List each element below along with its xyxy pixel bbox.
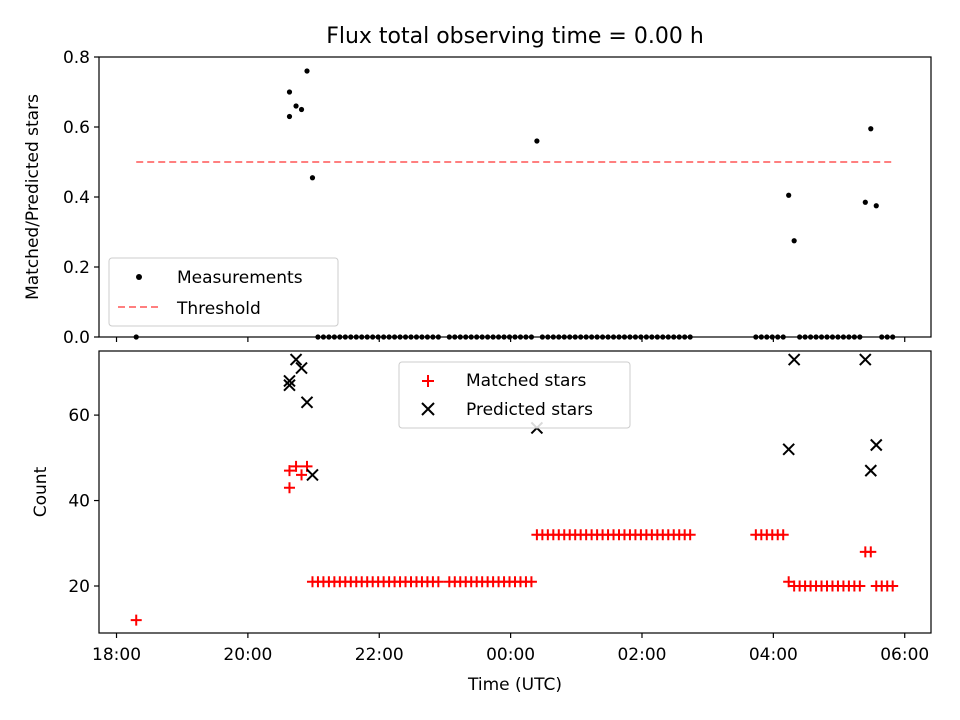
top-chart-title: Flux total observing time = 0.00 h bbox=[326, 24, 704, 49]
x-axis-label: Time (UTC) bbox=[467, 675, 562, 695]
bottom-x-tick-label: 06:00 bbox=[880, 645, 929, 665]
bottom-plot-marks bbox=[130, 353, 899, 626]
measurement-point bbox=[309, 175, 316, 181]
predicted-star-marker bbox=[787, 353, 801, 366]
top-y-axis-label: Matched/Predicted stars bbox=[23, 94, 43, 300]
bottom-y-tick-label: 20 bbox=[68, 577, 90, 597]
bottom-y-tick-label: 60 bbox=[68, 406, 90, 426]
bottom-x-tick-label: 22:00 bbox=[355, 645, 404, 665]
measurement-point bbox=[786, 192, 792, 198]
measurement-point bbox=[791, 238, 797, 244]
measurement-point bbox=[304, 68, 310, 74]
measurement-point bbox=[873, 203, 879, 209]
top-legend-box bbox=[108, 257, 339, 327]
predicted-star-marker bbox=[859, 353, 872, 366]
matched-star-marker bbox=[865, 546, 877, 558]
bottom-x-tick-label: 02:00 bbox=[617, 645, 666, 665]
top-y-tick-label: 0.6 bbox=[63, 118, 90, 138]
measurement-point bbox=[868, 126, 874, 132]
bottom-x-tick-label: 00:00 bbox=[486, 645, 535, 665]
top-legend: Measurements Threshold bbox=[108, 257, 339, 327]
predicted-star-marker bbox=[295, 361, 308, 375]
legend-measurements-label: Measurements bbox=[177, 268, 303, 288]
measurement-point bbox=[286, 89, 293, 95]
predicted-star-marker bbox=[300, 396, 314, 409]
matched-star-marker bbox=[854, 580, 866, 592]
legend-measurements-marker bbox=[136, 274, 142, 280]
predicted-star-marker bbox=[283, 378, 296, 392]
matched-star-marker bbox=[432, 576, 444, 588]
bottom-x-tick-label: 18:00 bbox=[92, 645, 141, 665]
predicted-star-marker bbox=[864, 464, 877, 477]
legend-matched-marker bbox=[422, 375, 434, 387]
predicted-star-marker bbox=[306, 468, 319, 482]
top-y-tick-label: 0.2 bbox=[63, 258, 90, 278]
top-y-ticks: 0.0 0.2 0.4 0.6 0.8 bbox=[63, 48, 99, 348]
measurement-point bbox=[286, 113, 293, 120]
top-y-tick-label: 0.4 bbox=[63, 188, 90, 208]
legend-predicted-marker bbox=[421, 402, 435, 416]
matched-star-marker bbox=[525, 576, 537, 588]
bottom-legend-box bbox=[398, 361, 631, 429]
matched-star-marker bbox=[777, 529, 789, 541]
top-y-tick-label: 0.8 bbox=[63, 48, 90, 68]
top-axes-frame bbox=[98, 56, 932, 338]
legend-threshold-label: Threshold bbox=[176, 299, 261, 319]
measurement-point bbox=[293, 103, 299, 109]
bottom-panel: Count Time (UTC) 20 40 60 18:00 20:00 22:00 0… bbox=[31, 350, 932, 695]
predicted-star-marker bbox=[782, 443, 795, 456]
bottom-y-tick-label: 40 bbox=[68, 492, 90, 512]
legend-predicted-label: Predicted stars bbox=[466, 400, 593, 420]
predicted-star-marker bbox=[289, 353, 303, 366]
predicted-star-marker bbox=[870, 438, 883, 452]
bottom-legend: Matched stars Predicted stars bbox=[398, 361, 631, 429]
matched-star-marker bbox=[684, 529, 696, 541]
measurement-point bbox=[862, 199, 868, 205]
predicted-star-marker bbox=[283, 374, 296, 388]
legend-matched-label: Matched stars bbox=[466, 371, 586, 391]
matched-star-marker bbox=[296, 469, 308, 481]
bottom-axes-frame bbox=[98, 350, 932, 634]
bottom-x-ticks: 18:00 20:00 22:00 00:00 02:00 04:00 06:00 bbox=[92, 633, 929, 665]
top-panel: Flux total observing time = 0.00 h Match… bbox=[23, 24, 932, 348]
matched-star-marker bbox=[130, 614, 142, 626]
bottom-x-tick-label: 20:00 bbox=[223, 645, 272, 665]
bottom-x-tick-label: 04:00 bbox=[749, 645, 798, 665]
measurement-point bbox=[298, 106, 305, 113]
bottom-y-ticks: 20 40 60 bbox=[68, 406, 99, 597]
measurement-point bbox=[534, 138, 540, 144]
bottom-y-axis-label: Count bbox=[31, 466, 51, 517]
matched-star-marker bbox=[887, 580, 899, 592]
matched-star-marker bbox=[290, 460, 302, 472]
matched-star-marker bbox=[283, 482, 295, 494]
matched-star-marker bbox=[283, 465, 295, 477]
top-y-tick-label: 0.0 bbox=[63, 328, 90, 348]
